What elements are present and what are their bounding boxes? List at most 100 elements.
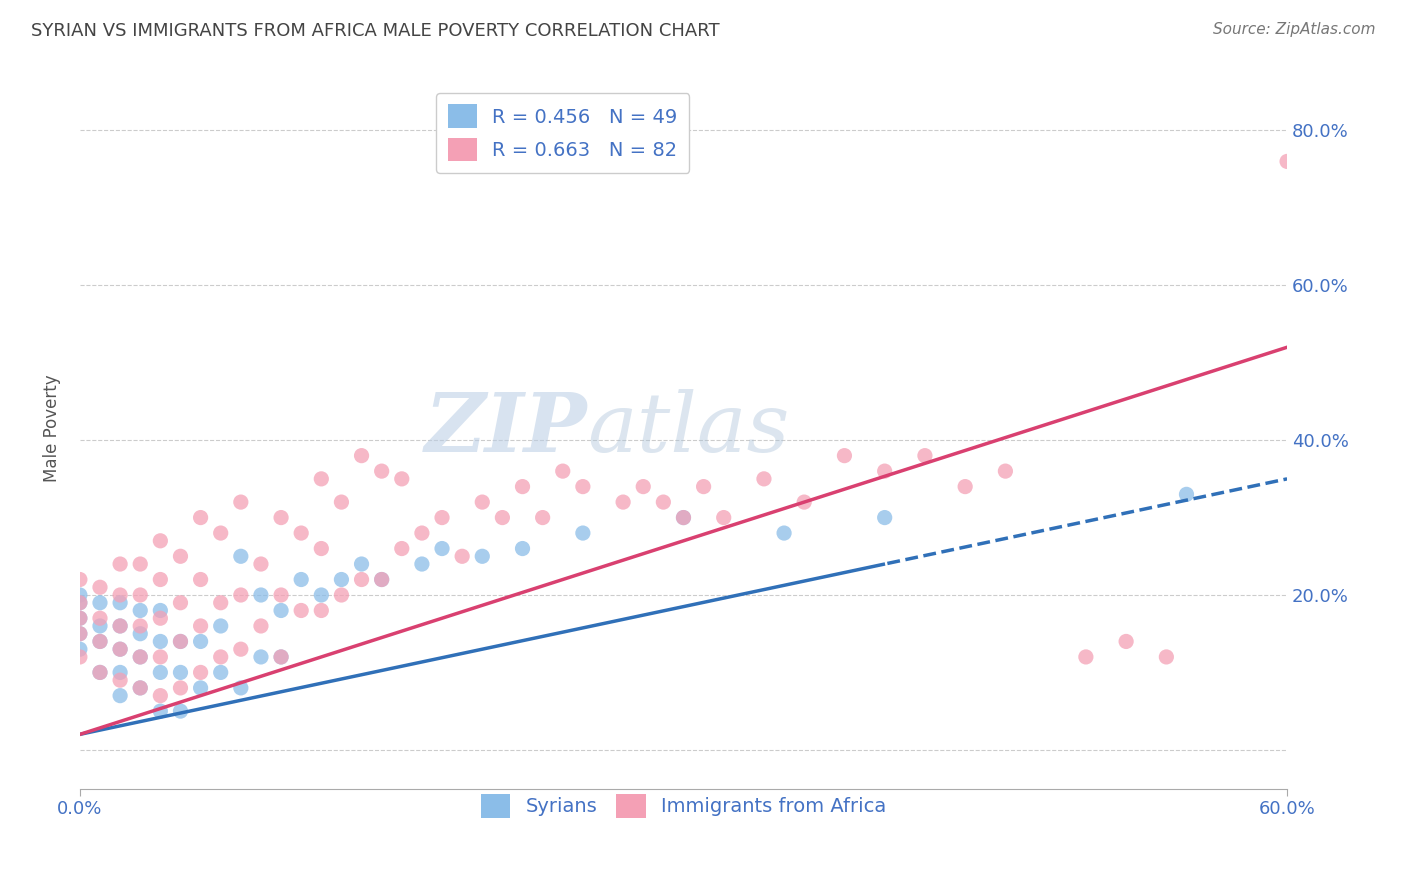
Point: [190, 665, 212, 680]
Point: [149, 603, 172, 617]
Point: [89, 619, 111, 633]
Point: [311, 541, 333, 556]
Point: [69, 626, 91, 640]
Text: Source: ZipAtlas.com: Source: ZipAtlas.com: [1212, 22, 1375, 37]
Point: [149, 634, 172, 648]
Point: [108, 689, 131, 703]
Point: [89, 665, 111, 680]
Point: [108, 642, 131, 657]
Point: [149, 665, 172, 680]
Point: [311, 472, 333, 486]
Point: [169, 634, 191, 648]
Point: [350, 449, 373, 463]
Point: [229, 495, 252, 509]
Point: [713, 510, 735, 524]
Point: [773, 526, 796, 541]
Point: [129, 619, 152, 633]
Point: [914, 449, 936, 463]
Point: [793, 495, 815, 509]
Point: [411, 557, 433, 571]
Point: [250, 619, 273, 633]
Point: [169, 665, 191, 680]
Point: [873, 464, 896, 478]
Point: [129, 588, 152, 602]
Point: [370, 464, 392, 478]
Point: [149, 649, 172, 664]
Point: [471, 549, 494, 564]
Point: [209, 665, 232, 680]
Point: [250, 649, 273, 664]
Point: [370, 573, 392, 587]
Point: [129, 603, 152, 617]
Point: [209, 596, 232, 610]
Point: [270, 588, 292, 602]
Point: [572, 480, 595, 494]
Point: [672, 510, 695, 524]
Point: [330, 588, 353, 602]
Point: [129, 557, 152, 571]
Point: [1156, 649, 1178, 664]
Point: [471, 495, 494, 509]
Point: [169, 549, 191, 564]
Point: [108, 557, 131, 571]
Point: [270, 649, 292, 664]
Point: [1074, 649, 1097, 664]
Point: [672, 510, 695, 524]
Point: [190, 681, 212, 695]
Point: [89, 634, 111, 648]
Point: [531, 510, 554, 524]
Point: [69, 573, 91, 587]
Point: [451, 549, 474, 564]
Point: [108, 673, 131, 688]
Point: [290, 573, 312, 587]
Point: [69, 649, 91, 664]
Point: [69, 611, 91, 625]
Point: [1275, 154, 1298, 169]
Point: [692, 480, 714, 494]
Point: [250, 557, 273, 571]
Point: [89, 611, 111, 625]
Point: [89, 580, 111, 594]
Point: [108, 642, 131, 657]
Point: [953, 480, 976, 494]
Point: [350, 573, 373, 587]
Point: [69, 611, 91, 625]
Point: [69, 588, 91, 602]
Point: [572, 526, 595, 541]
Text: ZIP: ZIP: [425, 389, 586, 468]
Point: [652, 495, 675, 509]
Text: atlas: atlas: [586, 389, 789, 468]
Point: [270, 510, 292, 524]
Point: [149, 611, 172, 625]
Point: [89, 665, 111, 680]
Point: [108, 596, 131, 610]
Point: [873, 510, 896, 524]
Point: [89, 596, 111, 610]
Point: [129, 681, 152, 695]
Point: [169, 596, 191, 610]
Point: [69, 596, 91, 610]
Point: [512, 480, 534, 494]
Point: [1175, 487, 1198, 501]
Point: [229, 588, 252, 602]
Point: [229, 549, 252, 564]
Point: [209, 526, 232, 541]
Point: [612, 495, 634, 509]
Point: [491, 510, 513, 524]
Point: [169, 704, 191, 718]
Point: [108, 619, 131, 633]
Point: [209, 619, 232, 633]
Point: [169, 634, 191, 648]
Point: [430, 541, 453, 556]
Point: [149, 573, 172, 587]
Point: [190, 573, 212, 587]
Point: [209, 649, 232, 664]
Point: [190, 634, 212, 648]
Point: [834, 449, 856, 463]
Point: [311, 588, 333, 602]
Point: [512, 541, 534, 556]
Point: [551, 464, 574, 478]
Point: [108, 665, 131, 680]
Point: [69, 626, 91, 640]
Y-axis label: Male Poverty: Male Poverty: [44, 375, 60, 483]
